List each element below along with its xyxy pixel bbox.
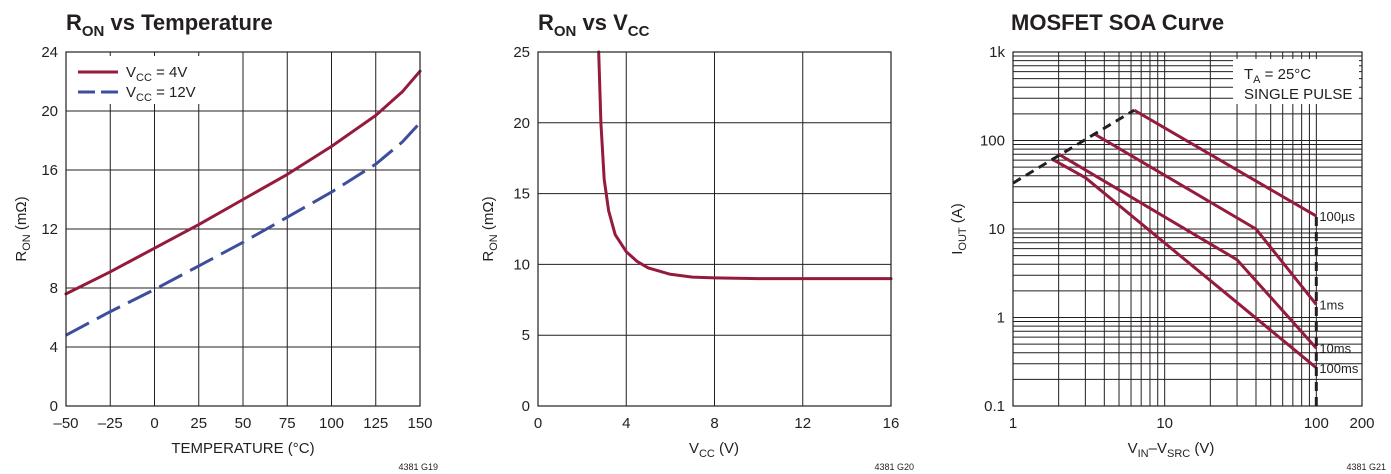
c2-x-tick-label: 4 <box>622 415 630 432</box>
c3-y-tick-label: 0.1 <box>984 398 1005 415</box>
c3-curve-label-1: 1ms <box>1319 298 1344 313</box>
chart1-x-label: TEMPERATURE (°C) <box>171 440 314 457</box>
chart1-frame <box>65 51 421 407</box>
chart3-series <box>1012 108 1318 406</box>
chart1-legend-bg <box>70 56 208 104</box>
c3-series-line-2 <box>1057 152 1318 350</box>
chart3-annotation-bg <box>1233 59 1359 104</box>
c3-y-tick-label: 100 <box>980 133 1005 150</box>
c1-y-tick-label: 16 <box>41 162 58 179</box>
c3-curve-label-3: 100ms <box>1319 361 1359 376</box>
c1-x-tick-label: 150 <box>407 415 432 432</box>
c3-x-tick-label: 1 <box>1009 415 1017 432</box>
c2-y-tick-label: 15 <box>513 186 530 203</box>
c3-series-line-4 <box>1012 108 1135 185</box>
chart3-frame <box>1012 51 1363 407</box>
chart3-title: MOSFET SOA Curve <box>1011 10 1224 35</box>
chart1-legend-label-4v: VCC = 4V <box>126 64 187 84</box>
chart3-y-label: IOUT (A) <box>949 203 969 255</box>
c3-curve-label-2: 10ms <box>1319 341 1351 356</box>
c1-x-tick-label: 50 <box>235 415 252 432</box>
c1-y-tick-label: 0 <box>50 398 58 415</box>
chart3-annotation-temp: TA = 25°C <box>1244 66 1311 86</box>
c3-y-tick-label: 1k <box>989 44 1005 61</box>
c1-y-tick-label: 12 <box>41 221 58 238</box>
c3-y-tick-label: 1 <box>997 310 1005 327</box>
c3-x-tick-label: 100 <box>1304 415 1329 432</box>
chart1-x-ticks: –50 –25 0 25 50 75 100 125 150 <box>53 415 432 432</box>
chart-ron-vs-temperature: RON vs Temperature –50 –25 0 25 50 75 100 125 15… <box>13 10 438 472</box>
chart1-legend-label-12v: VCC = 12V <box>126 84 196 104</box>
c2-x-tick-label: 0 <box>534 415 542 432</box>
c2-series-line-0 <box>597 50 893 281</box>
c1-x-tick-label: 75 <box>279 415 296 432</box>
c3-series-line-1 <box>1092 132 1318 306</box>
c3-curve-label-0: 100µs <box>1319 209 1355 224</box>
chart2-x-label: VCC (V) <box>689 440 739 460</box>
c1-x-tick-label: 125 <box>363 415 388 432</box>
c2-x-tick-label: 12 <box>794 415 811 432</box>
chart2-title: RON vs VCC <box>538 10 650 40</box>
chart1-grid <box>66 52 420 406</box>
c3-y-tick-label: 10 <box>988 221 1005 238</box>
chart3-annotation-pulse: SINGLE PULSE <box>1244 86 1352 103</box>
c1-y-tick-label: 8 <box>50 280 58 297</box>
chart2-figure-code: 4381 G20 <box>874 462 914 472</box>
chart2-frame <box>537 51 892 407</box>
c2-y-tick-label: 25 <box>513 44 530 61</box>
chart3-figure-code: 4381 G21 <box>1346 462 1386 472</box>
c2-y-tick-label: 0 <box>522 398 530 415</box>
chart3-curve-labels: 100µs 1ms 10ms 100ms <box>1319 209 1359 376</box>
chart2-y-label: RON (mΩ) <box>480 196 500 261</box>
c2-y-tick-label: 10 <box>513 256 530 273</box>
c1-y-tick-label: 20 <box>41 103 58 120</box>
c1-x-tick-label: –25 <box>98 415 123 432</box>
c3-series-line-0 <box>1133 108 1318 218</box>
chart1-title: RON vs Temperature <box>66 10 273 40</box>
chart1-series <box>64 69 422 337</box>
chart2-series <box>597 50 893 281</box>
c2-y-tick-label: 20 <box>513 115 530 132</box>
c1-x-tick-label: 0 <box>150 415 158 432</box>
chart-ron-vs-vcc: RON vs VCC 0 4 8 12 16 0 5 10 15 20 25 VCC (V) RO… <box>480 10 914 472</box>
c1-x-tick-label: 25 <box>190 415 207 432</box>
chart1-y-ticks: 0 4 8 12 16 20 24 <box>41 44 58 415</box>
c1-series-line-0 <box>64 69 422 296</box>
c3-x-tick-label: 200 <box>1349 415 1374 432</box>
chart3-x-ticks: 1 10 100 200 <box>1009 415 1375 432</box>
chart3-y-ticks: 0.1 1 10 100 1k <box>980 44 1006 415</box>
c2-x-tick-label: 8 <box>710 415 718 432</box>
c1-x-tick-label: –50 <box>53 415 78 432</box>
chart2-grid <box>538 52 891 406</box>
c2-y-tick-label: 5 <box>522 327 530 344</box>
chart3-x-label: VIN–VSRC (V) <box>1128 440 1215 460</box>
c1-x-tick-label: 100 <box>319 415 344 432</box>
c3-x-tick-label: 10 <box>1156 415 1173 432</box>
chart2-x-ticks: 0 4 8 12 16 <box>534 415 900 432</box>
chart2-y-ticks: 0 5 10 15 20 25 <box>513 44 530 415</box>
c1-y-tick-label: 4 <box>50 339 58 356</box>
chart1-y-label: RON (mΩ) <box>13 196 33 261</box>
c2-x-tick-label: 16 <box>883 415 900 432</box>
c1-series-line-1 <box>65 121 422 337</box>
c1-y-tick-label: 24 <box>41 44 58 61</box>
c3-series-line-3 <box>1050 157 1318 369</box>
chart1-figure-code: 4381 G19 <box>398 462 438 472</box>
